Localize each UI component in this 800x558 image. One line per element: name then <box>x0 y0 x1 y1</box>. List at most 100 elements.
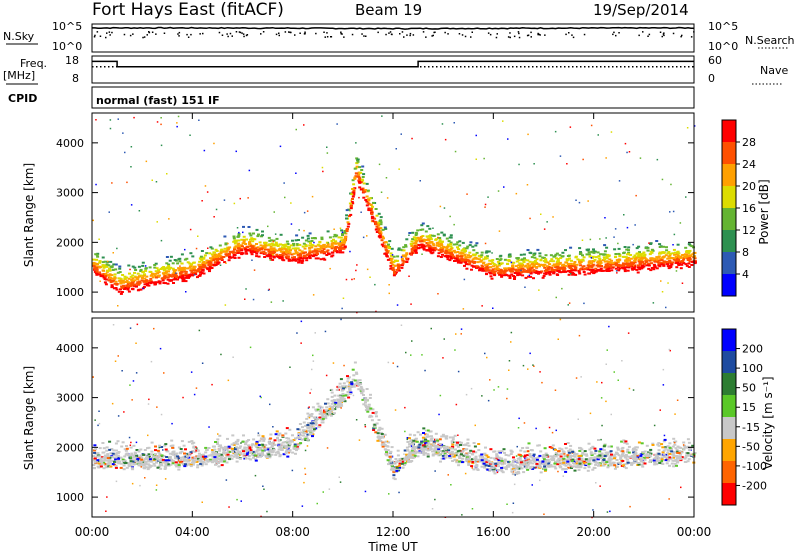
data-cell <box>384 246 387 248</box>
data-cell <box>331 252 334 254</box>
scatter-speck <box>420 180 422 182</box>
data-cell <box>392 269 395 271</box>
data-cell <box>619 456 622 458</box>
scatter-speck <box>623 214 625 216</box>
data-cell <box>291 434 294 436</box>
scatter-speck <box>249 170 251 172</box>
scatter-speck <box>527 184 529 186</box>
scatter-speck <box>387 197 389 199</box>
scatter-speck <box>570 126 572 128</box>
scatter-speck <box>617 243 619 245</box>
data-cell <box>325 406 328 408</box>
data-cell <box>523 254 526 256</box>
data-cell <box>331 240 334 242</box>
data-cell <box>362 394 365 396</box>
noise-search-point <box>647 36 649 38</box>
data-cell <box>539 259 542 261</box>
noise-search-point <box>662 36 664 38</box>
scatter-speck <box>635 195 637 197</box>
data-cell <box>355 372 358 374</box>
data-cell <box>130 447 133 449</box>
data-cell <box>637 246 640 248</box>
scatter-speck <box>145 265 147 267</box>
data-cell <box>231 434 234 436</box>
data-cell <box>614 253 617 255</box>
data-cell <box>592 248 595 250</box>
data-cell <box>464 257 467 259</box>
data-cell <box>606 257 609 259</box>
data-cell <box>555 452 558 454</box>
data-cell <box>382 446 385 448</box>
data-cell <box>308 247 311 249</box>
scatter-speck <box>273 241 275 243</box>
data-cell <box>104 261 107 263</box>
data-cell <box>319 406 322 408</box>
data-cell <box>529 252 532 254</box>
data-cell <box>98 271 101 273</box>
data-cell <box>667 460 670 462</box>
data-cell <box>160 268 163 270</box>
data-cell <box>262 438 265 440</box>
data-cell <box>327 230 330 232</box>
noise-search-point <box>391 34 393 36</box>
data-cell <box>615 268 618 270</box>
data-cell <box>137 273 140 275</box>
data-cell <box>367 190 370 192</box>
data-cell <box>184 271 187 273</box>
data-cell <box>622 262 625 264</box>
data-cell <box>437 255 440 257</box>
data-cell <box>453 250 456 252</box>
data-cell <box>673 460 676 462</box>
noise-search-point <box>618 32 620 34</box>
scatter-speck <box>245 288 247 290</box>
scatter-speck <box>401 133 403 135</box>
data-cell <box>509 253 512 255</box>
data-cell <box>568 255 571 257</box>
data-cell <box>595 256 598 258</box>
data-cell <box>336 406 339 408</box>
data-cell <box>562 271 565 273</box>
data-cell <box>100 466 103 468</box>
data-cell <box>218 448 221 450</box>
data-cell <box>429 250 432 252</box>
data-cell <box>175 453 178 455</box>
noise-search-point <box>565 34 567 36</box>
data-cell <box>131 280 134 282</box>
data-cell <box>242 434 245 436</box>
scatter-speck <box>569 302 571 304</box>
data-cell <box>417 237 420 239</box>
data-cell <box>437 233 440 235</box>
data-cell <box>489 266 492 268</box>
data-cell <box>540 471 543 473</box>
scatter-speck <box>662 291 664 293</box>
data-cell <box>475 257 478 259</box>
noise-search-point <box>124 34 126 36</box>
data-cell <box>214 254 217 256</box>
scatter-speck <box>421 254 423 256</box>
data-cell <box>130 284 133 286</box>
data-cell <box>227 248 230 250</box>
scatter-speck <box>272 254 274 256</box>
data-cell <box>526 271 529 273</box>
data-cell <box>236 461 239 463</box>
data-cell <box>356 381 359 383</box>
data-cell <box>184 277 187 279</box>
data-cell <box>450 234 453 236</box>
data-cell <box>407 460 410 462</box>
data-cell <box>168 280 171 282</box>
data-cell <box>362 176 365 178</box>
data-cell <box>172 268 175 270</box>
data-cell <box>606 265 609 267</box>
noise-search-point <box>278 33 280 35</box>
scatter-speck <box>336 123 338 125</box>
noise-search-point <box>304 32 306 34</box>
data-cell <box>581 254 584 256</box>
data-cell <box>562 458 565 460</box>
data-cell <box>675 266 678 268</box>
noise-search-point <box>260 33 262 35</box>
scatter-speck <box>220 265 222 267</box>
data-cell <box>553 466 556 468</box>
data-cell <box>253 251 256 253</box>
data-cell <box>667 251 670 253</box>
scatter-speck <box>369 277 371 279</box>
